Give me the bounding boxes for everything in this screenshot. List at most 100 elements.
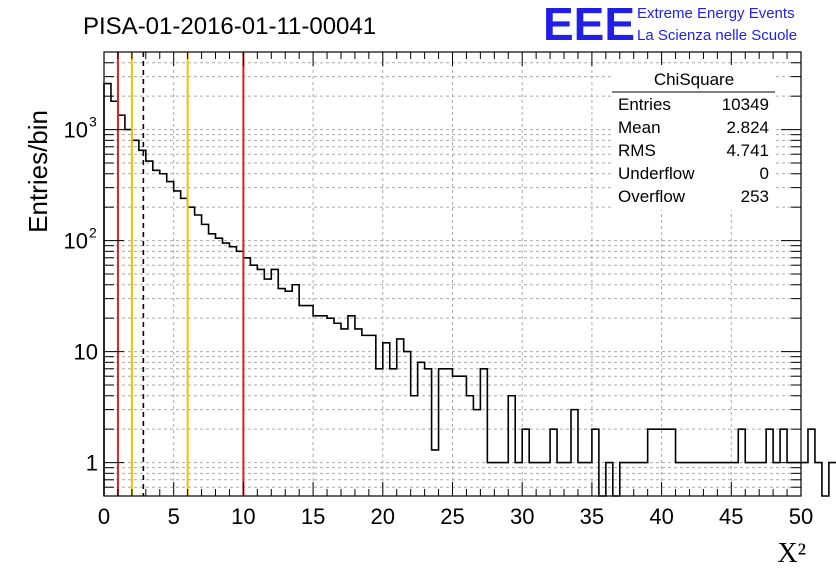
- histogram-bin: [243, 258, 250, 496]
- histogram-bin: [132, 140, 139, 496]
- y-axis-label: Entries/bin: [23, 110, 53, 233]
- histogram-bin: [655, 429, 662, 496]
- histogram-bin: [334, 323, 341, 496]
- histogram-bin: [634, 463, 641, 496]
- marker-lines: [116, 52, 245, 496]
- y-tick-label: 1: [86, 451, 98, 476]
- histogram-bin: [118, 115, 125, 496]
- stats-value: 0: [760, 164, 769, 183]
- histogram-bin: [466, 396, 473, 496]
- histogram-bin: [592, 429, 599, 496]
- stats-label: Overflow: [618, 187, 686, 206]
- histogram-bin: [271, 269, 278, 496]
- histogram-bin: [731, 463, 738, 496]
- histogram-bin: [543, 463, 550, 496]
- stats-box: ChiSquare Entries 10349 Mean 2.824 RMS 4.741 U…: [612, 65, 775, 210]
- stats-value: 2.824: [726, 118, 769, 137]
- histogram-bin: [292, 285, 299, 496]
- histogram-bin: [480, 369, 487, 496]
- histogram-bin: [202, 224, 209, 496]
- histogram-bin: [313, 316, 320, 496]
- logo-text: EEE: [543, 0, 635, 50]
- stats-value: 4.741: [726, 141, 769, 160]
- stats-label: Entries: [618, 95, 671, 114]
- x-tick-label: 45: [719, 504, 743, 529]
- histogram-bin: [376, 369, 383, 496]
- histogram-bin: [620, 463, 627, 496]
- y-tick-label: 10: [64, 118, 88, 143]
- histogram-bin: [717, 463, 724, 496]
- histogram-bin: [745, 463, 752, 496]
- histogram-bin: [641, 463, 648, 496]
- y-tick-label: 10: [64, 229, 88, 254]
- histogram-bin: [738, 429, 745, 496]
- x-tick-label: 25: [440, 504, 464, 529]
- histogram-bin: [146, 161, 153, 496]
- y-tick-exponent: 2: [89, 225, 97, 241]
- x-tick-label: 5: [168, 504, 180, 529]
- histogram-bin: [536, 463, 543, 496]
- histogram-bin: [501, 463, 508, 496]
- histogram-bin: [564, 463, 571, 496]
- histogram-bin: [250, 265, 257, 496]
- histogram-bin: [662, 429, 669, 496]
- histogram-bin: [669, 429, 676, 496]
- grid: [104, 51, 801, 497]
- x-tick-label: 0: [98, 504, 110, 529]
- histogram-bin: [773, 463, 780, 496]
- histogram-bin: [571, 410, 578, 496]
- x-tick-label: 40: [649, 504, 673, 529]
- histogram-bin: [703, 463, 710, 496]
- logo-line-1: Extreme Energy Events: [637, 5, 795, 22]
- histogram-bin: [139, 150, 146, 496]
- histogram-bin: [104, 84, 111, 496]
- eee-logo: EEE Extreme Energy Events La Scienza nel…: [543, 0, 797, 50]
- histogram-bin: [320, 316, 327, 496]
- chart-title: PISA-01-2016-01-11-00041: [83, 13, 376, 40]
- histogram-bin: [425, 369, 432, 496]
- histogram-bin: [188, 207, 195, 496]
- logo-line-2: La Scienza nelle Scuole: [637, 27, 797, 44]
- histogram-bin: [627, 463, 634, 496]
- histogram-bin: [257, 269, 264, 496]
- histogram-bin: [710, 463, 717, 496]
- histogram-bin: [801, 463, 808, 496]
- histogram-bin: [766, 429, 773, 496]
- histogram-bin: [222, 243, 229, 496]
- histogram-bin: [648, 429, 655, 496]
- stats-label: RMS: [618, 141, 656, 160]
- histogram-bin: [306, 306, 313, 496]
- histogram-bin: [404, 352, 411, 496]
- histogram-bin: [689, 463, 696, 496]
- x-tick-label: 10: [231, 504, 255, 529]
- histogram-bin: [815, 463, 822, 496]
- x-tick-label: 50: [789, 504, 813, 529]
- histogram-bin: [515, 463, 522, 496]
- histogram-bin: [557, 463, 564, 496]
- stats-value: 10349: [722, 95, 769, 114]
- histogram-bin: [808, 429, 815, 496]
- histogram-bin: [676, 463, 683, 496]
- histogram-bin: [418, 362, 425, 496]
- histogram-bin: [264, 279, 271, 496]
- histogram-bin: [167, 182, 174, 496]
- histogram-bin: [229, 247, 236, 496]
- histogram-bin: [236, 251, 243, 496]
- histogram-bin: [439, 369, 446, 496]
- histogram-bin: [606, 463, 613, 496]
- histogram-bin: [829, 463, 836, 496]
- stats-title: ChiSquare: [654, 70, 734, 89]
- x-tick-label: 15: [301, 504, 325, 529]
- histogram-bin: [285, 291, 292, 496]
- histogram-bin: [473, 410, 480, 496]
- histogram-bin: [411, 396, 418, 496]
- histogram-bin: [181, 198, 188, 496]
- histogram-bin: [160, 174, 167, 496]
- histogram-bin: [397, 339, 404, 496]
- histogram-bin: [341, 329, 348, 496]
- histogram-bin: [348, 316, 355, 496]
- histogram-bin: [453, 376, 460, 496]
- stats-label: Mean: [618, 118, 661, 137]
